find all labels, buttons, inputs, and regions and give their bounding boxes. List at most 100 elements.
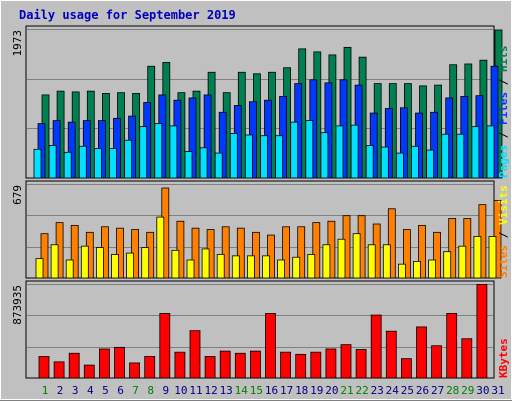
bar-kbytes-day-10 — [174, 351, 186, 379]
bar-kbytes-day-15 — [249, 350, 261, 379]
x-label-day-1: 1 — [42, 384, 49, 397]
legend-separator: / — [497, 125, 510, 145]
bar-pages-day-2 — [48, 145, 57, 179]
bar-pages-day-27 — [426, 149, 435, 179]
bar-visits-day-22 — [352, 233, 361, 279]
x-label-day-30: 30 — [476, 384, 489, 397]
bar-pages-day-19 — [305, 120, 314, 179]
bar-pages-day-25 — [395, 152, 404, 179]
bar-kbytes-day-4 — [83, 364, 95, 379]
bar-visits-day-3 — [65, 259, 74, 279]
bar-files-day-3 — [67, 121, 76, 179]
bar-pages-day-11 — [184, 151, 193, 179]
bar-kbytes-day-20 — [325, 348, 337, 379]
bar-sites-day-24 — [387, 208, 396, 279]
bar-sites-day-17 — [282, 226, 291, 279]
x-label-day-2: 2 — [57, 384, 64, 397]
x-label-day-28: 28 — [446, 384, 459, 397]
bar-visits-day-16 — [262, 255, 270, 279]
bar-visits-day-11 — [186, 259, 195, 279]
side-legend-bottom: KBytes — [497, 338, 510, 378]
bar-visits-day-28 — [443, 251, 452, 279]
bar-pages-day-6 — [109, 148, 117, 179]
bar-files-day-11 — [188, 97, 197, 179]
bar-files-day-26 — [415, 112, 423, 179]
bar-pages-day-17 — [275, 135, 284, 179]
bar-pages-day-16 — [260, 135, 268, 179]
bar-visits-day-30 — [473, 236, 482, 279]
y-max-label-middle: 679 — [11, 185, 24, 205]
bar-sites-day-25 — [402, 229, 411, 279]
bar-kbytes-day-21 — [340, 344, 352, 379]
bar-sites-day-18 — [297, 226, 306, 279]
bar-kbytes-day-24 — [385, 330, 397, 379]
bar-files-day-20 — [324, 82, 333, 179]
bar-sites-day-1 — [40, 233, 49, 279]
bar-visits-day-25 — [397, 263, 406, 279]
bar-files-day-24 — [384, 108, 393, 179]
bar-pages-day-29 — [456, 133, 465, 179]
bar-visits-day-14 — [231, 255, 240, 279]
chart-title: Daily usage for September 2019 — [19, 8, 236, 22]
bar-kbytes-day-29 — [461, 338, 473, 379]
bar-pages-day-18 — [290, 121, 299, 179]
x-label-day-16: 16 — [265, 384, 278, 397]
legend-files: Files — [497, 92, 510, 125]
x-label-day-15: 15 — [250, 384, 263, 397]
bar-kbytes-day-13 — [219, 350, 231, 379]
bar-pages-day-12 — [199, 147, 208, 179]
bar-visits-day-8 — [141, 247, 150, 279]
bar-pages-day-10 — [169, 125, 178, 179]
bar-visits-day-15 — [246, 255, 255, 279]
bar-pages-day-30 — [471, 126, 480, 179]
legend-sites: Sites — [497, 245, 510, 278]
bar-sites-day-15 — [251, 231, 260, 279]
bar-pages-day-14 — [229, 133, 238, 179]
bar-sites-day-11 — [191, 227, 200, 279]
bar-pages-day-22 — [350, 124, 359, 179]
bar-visits-day-18 — [292, 256, 301, 279]
bar-kbytes-day-23 — [370, 314, 382, 379]
x-label-day-21: 21 — [340, 384, 353, 397]
bar-kbytes-day-17 — [280, 351, 292, 379]
x-label-day-8: 8 — [147, 384, 154, 397]
bar-pages-day-4 — [78, 145, 87, 179]
bar-kbytes-day-27 — [431, 345, 443, 379]
x-label-day-12: 12 — [204, 384, 217, 397]
bar-pages-day-8 — [139, 126, 148, 179]
bar-files-day-31 — [490, 65, 499, 179]
bar-kbytes-day-5 — [99, 348, 110, 379]
bar-files-day-25 — [399, 107, 408, 179]
x-label-day-14: 14 — [235, 384, 249, 397]
bar-pages-day-9 — [154, 123, 163, 179]
bar-kbytes-day-26 — [416, 326, 427, 379]
bar-visits-day-24 — [382, 244, 391, 279]
bar-kbytes-day-8 — [144, 356, 156, 379]
x-label-day-11: 11 — [189, 384, 202, 397]
bar-sites-day-14 — [236, 227, 245, 279]
bar-kbytes-day-30 — [476, 284, 488, 379]
bar-visits-day-23 — [367, 244, 376, 279]
x-label-day-7: 7 — [132, 384, 139, 397]
bar-sites-day-10 — [176, 220, 185, 279]
bar-sites-day-28 — [448, 218, 457, 279]
bar-visits-day-7 — [126, 252, 134, 279]
bar-kbytes-day-9 — [159, 313, 171, 379]
bar-pages-day-1 — [33, 148, 42, 179]
y-max-label-bottom: 873935 — [11, 285, 24, 325]
bar-pages-day-26 — [411, 145, 419, 179]
x-label-day-31: 31 — [491, 384, 504, 397]
bar-sites-day-6 — [116, 227, 124, 279]
x-label-day-6: 6 — [117, 384, 124, 397]
x-label-day-26: 26 — [416, 384, 429, 397]
bar-pages-day-13 — [214, 152, 223, 179]
bar-pages-day-23 — [365, 145, 374, 179]
bar-sites-day-13 — [221, 226, 230, 279]
bar-visits-day-31 — [488, 236, 497, 279]
legend-visits: Visits — [497, 185, 510, 225]
bar-sites-day-3 — [70, 224, 79, 279]
bar-visits-day-10 — [171, 249, 180, 279]
bar-kbytes-day-2 — [53, 361, 65, 379]
